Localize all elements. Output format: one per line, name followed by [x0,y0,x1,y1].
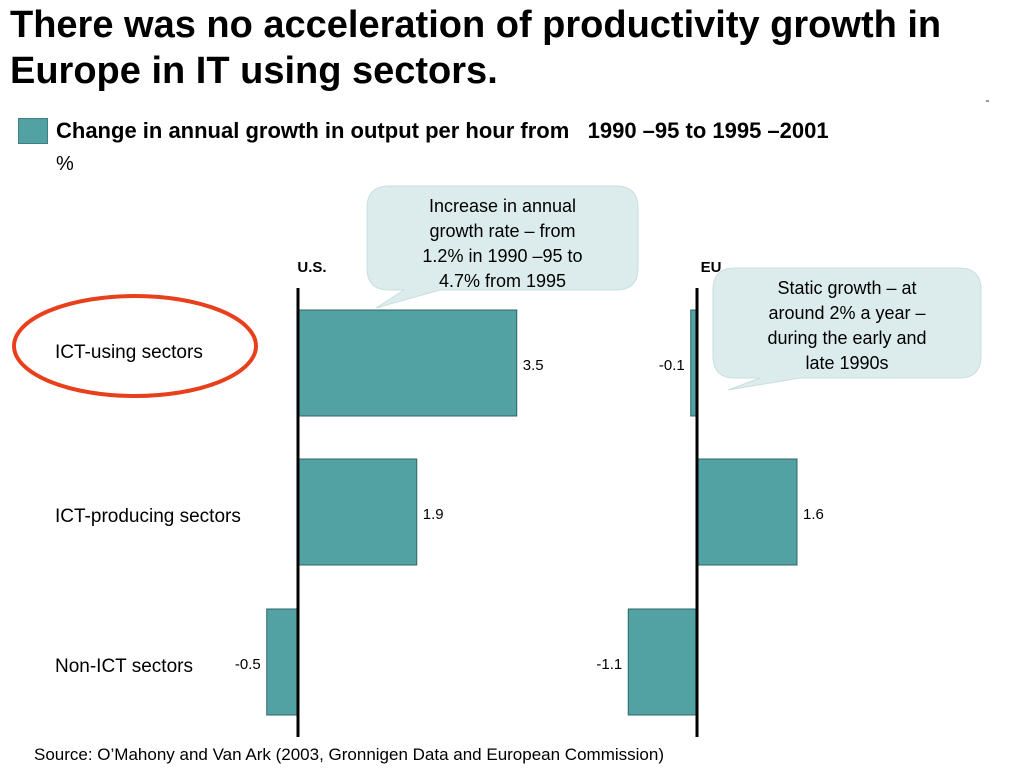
eu-callout-bubble [712,267,982,391]
bar-eu-1 [696,458,798,566]
source-note: Source: O’Mahony and Van Ark (2003, Gron… [34,745,664,764]
legend-swatch [18,118,48,144]
decorative-dot [986,100,989,102]
panel-label: U.S. [297,259,326,276]
eu-callout-line: Static growth – at [777,278,916,298]
us-callout-line: 4.7% from 1995 [439,271,566,291]
eu-callout-line: during the early and [767,328,926,348]
us-callout-bubble [366,185,639,309]
us-callout-line: 1.2% in 1990 –95 to [422,246,582,266]
eu-callout-line: around 2% a year – [768,303,925,323]
us-callout: Increase in annual growth rate – from 1.2%… [366,185,639,309]
eu-callout: Static growth – at around 2% a year – duri… [712,267,982,391]
data-label: -1.1 [596,656,622,673]
bar-us-1 [297,458,418,566]
data-label: 1.9 [423,506,444,523]
data-label: 1.6 [803,506,824,523]
data-label: -0.5 [235,656,261,673]
bar-us-2 [266,608,299,716]
highlight-ellipse [12,294,258,398]
us-callout-line: Increase in annual [429,196,576,216]
chart-subtitle: Change in annual growth in output per ho… [18,118,829,144]
data-label: 3.5 [523,357,544,374]
unit-label: % [56,153,74,175]
bar-eu-2 [627,608,698,716]
panel-label: EU [701,259,722,276]
data-label: -0.1 [659,357,685,374]
eu-callout-line: late 1990s [805,353,888,373]
category-label: ICT-producing sectors [55,506,241,527]
subtitle-text: Change in annual growth in output per ho… [56,118,829,143]
us-callout-line: growth rate – from [429,221,575,241]
category-label: ICT-using sectors [55,342,203,363]
slide-title: There was no acceleration of productivit… [10,4,942,92]
bar-us-0 [297,309,518,417]
category-label: Non-ICT sectors [55,656,193,677]
